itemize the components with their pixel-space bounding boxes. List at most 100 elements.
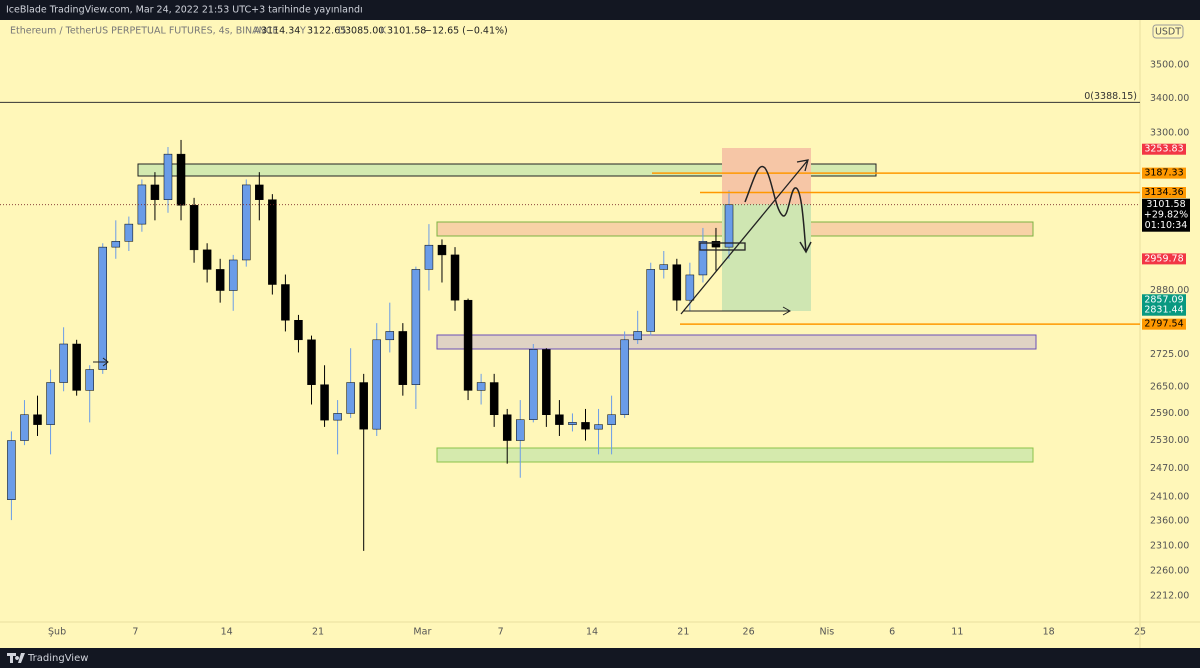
x-tick-label: 11 — [951, 627, 963, 638]
candle-body — [711, 241, 721, 248]
price-label: 2959.78 — [1144, 253, 1183, 264]
y-tick-label: 2360.00 — [1150, 516, 1189, 527]
x-tick-label: 14 — [221, 627, 233, 638]
small-box — [699, 242, 746, 251]
candle-body — [424, 244, 434, 270]
y-tick-label: 2470.00 — [1150, 463, 1189, 474]
candle-body — [320, 384, 329, 421]
x-tick-label: Mar — [413, 627, 431, 638]
candle-body — [85, 369, 94, 391]
price-label-box — [1142, 304, 1186, 316]
price-label-box — [1142, 253, 1186, 265]
footer-bar — [0, 648, 1200, 668]
price-label-box — [1142, 167, 1186, 179]
zone — [436, 447, 1034, 463]
y-tick-label: 3400.00 — [1150, 93, 1189, 104]
legend-key: K — [380, 26, 387, 37]
legend-value: 3101.58 — [387, 26, 426, 37]
candle-body — [659, 264, 669, 270]
path-arrow — [744, 165, 812, 254]
candle-body — [633, 331, 642, 341]
x-tick-label: Şub — [48, 627, 66, 638]
candle-body — [189, 205, 199, 251]
x-tick-label: 6 — [889, 627, 895, 638]
price-label: 3253.83 — [1144, 144, 1183, 155]
candle-body — [698, 241, 708, 276]
currency-box[interactable] — [1152, 24, 1184, 39]
candle-body — [20, 414, 29, 441]
position-stop — [722, 148, 811, 204]
candle-body — [150, 184, 160, 200]
zone — [436, 334, 1037, 350]
y-tick-label: 2260.00 — [1150, 566, 1189, 577]
candle-body — [307, 339, 316, 385]
candle-body — [685, 274, 695, 301]
candle-body — [242, 184, 251, 261]
candle-body — [568, 422, 577, 425]
legend-key: A — [254, 26, 261, 37]
candle-body — [46, 382, 55, 425]
candle-body — [281, 284, 290, 321]
candle-body — [333, 413, 342, 421]
x-tick-label: 21 — [677, 627, 689, 638]
price-label-box — [1142, 318, 1186, 330]
candle-body — [672, 264, 682, 301]
candle-body — [72, 343, 81, 391]
candle-body — [7, 440, 16, 500]
candle-body — [411, 269, 421, 385]
price-label: 3134.36 — [1144, 187, 1183, 198]
legend-value: 3114.34 — [261, 26, 300, 37]
candle-body — [555, 414, 564, 425]
price-label: 2797.54 — [1144, 319, 1183, 330]
candle-body — [489, 382, 499, 415]
h-arrow — [683, 306, 792, 316]
y-tick-label: 2725.00 — [1150, 349, 1189, 360]
candle-body — [228, 259, 238, 291]
legend-key: Y — [299, 26, 306, 37]
candle-body — [516, 419, 525, 441]
y-tick-label: 2310.00 — [1150, 540, 1189, 551]
candle-body — [502, 414, 512, 441]
candle-body — [294, 319, 303, 341]
x-tick-label: 26 — [743, 627, 755, 638]
countdown: 01:10:34 — [1145, 220, 1188, 231]
candle-body — [529, 349, 538, 420]
y-tick-label: 2590.00 — [1150, 408, 1189, 419]
candle-body — [111, 241, 121, 248]
drawings — [137, 148, 1037, 463]
candle-body — [398, 331, 408, 385]
x-tick-label: 21 — [312, 627, 324, 638]
candle-body — [124, 223, 134, 242]
small-arrow — [93, 357, 109, 367]
y-tick-label: 2212.00 — [1150, 591, 1189, 602]
candle-body — [33, 414, 42, 425]
brand: TradingView — [27, 653, 88, 664]
candle-body — [437, 244, 447, 256]
price-axis: Şub 7 14 21 Mar 7 14 21 26 Nis 6 11 18 25 3500.00 3400.… — [48, 59, 1190, 638]
x-tick-label: 7 — [498, 627, 504, 638]
candle-body — [476, 382, 486, 391]
plot: 0(3388.15) — [0, 91, 1140, 551]
y-tick-label: 3300.00 — [1150, 127, 1189, 138]
candle-body — [346, 382, 355, 414]
legend: Ethereum / TetherUS PERPETUAL FUTURES, 4… — [10, 26, 508, 37]
y-tick-label: 3500.00 — [1150, 59, 1189, 70]
price-label: 3187.33 — [1144, 168, 1183, 179]
currency[interactable]: USDT — [1155, 27, 1181, 38]
y-tick-label: 2530.00 — [1150, 435, 1189, 446]
x-tick-label: 7 — [132, 627, 138, 638]
fib-label: 0(3388.15) — [1084, 91, 1137, 102]
candle-body — [255, 184, 264, 200]
y-tick-label: 2410.00 — [1150, 491, 1189, 502]
y-tick-label: 2650.00 — [1150, 381, 1189, 392]
price-label-box — [1142, 294, 1186, 306]
top-bar — [0, 0, 1200, 20]
legend-key: D — [338, 26, 345, 37]
candle-body — [176, 153, 186, 206]
candle-body — [268, 199, 277, 285]
x-tick-label: Nis — [820, 627, 835, 638]
legend-value: 3085.00 — [345, 26, 384, 37]
x-tick-label: 25 — [1134, 627, 1146, 638]
price-label: 3101.58 — [1146, 199, 1185, 210]
